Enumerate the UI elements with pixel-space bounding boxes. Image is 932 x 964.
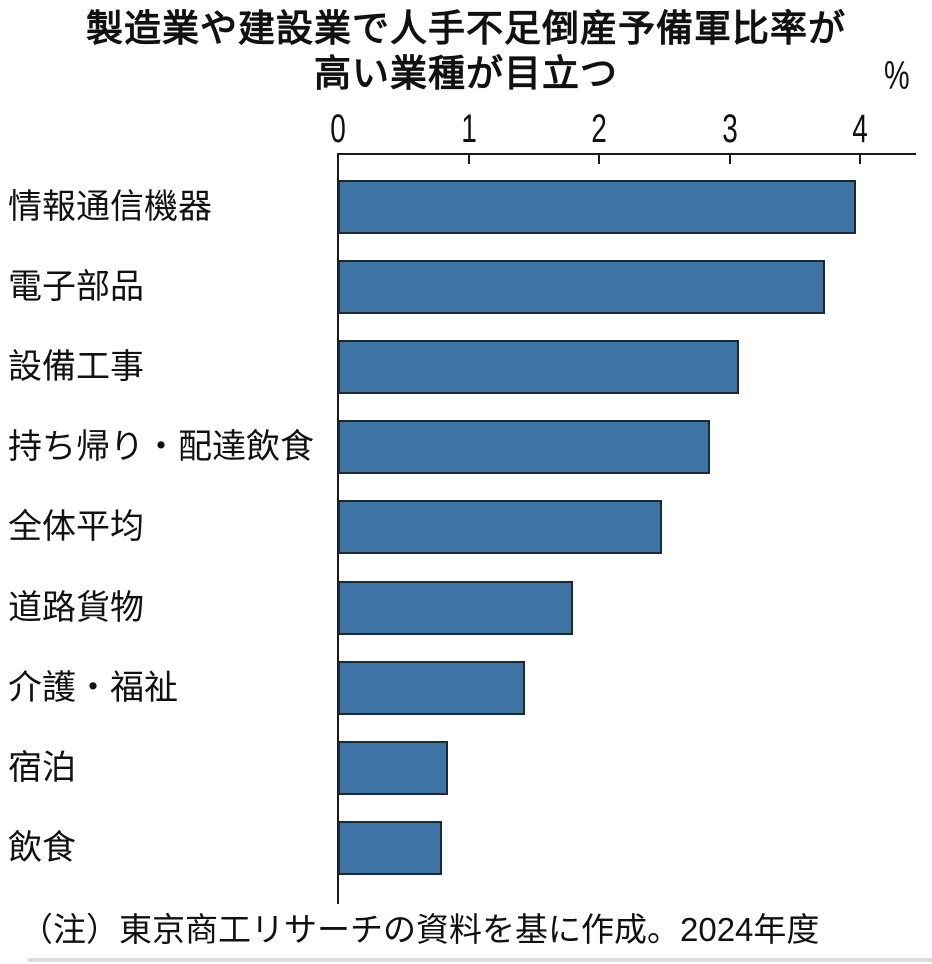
- bar: [338, 180, 857, 234]
- bar: [338, 260, 826, 315]
- x-tick-label: 4: [852, 107, 869, 151]
- bar: [338, 660, 525, 715]
- bar: [338, 340, 739, 395]
- x-tick-mark: [467, 155, 470, 164]
- chart-title-line2: 高い業種が目立つ: [314, 53, 618, 95]
- footnote: （注）東京商工リサーチの資料を基に作成。2024年度: [20, 911, 820, 948]
- category-label: 持ち帰り・配達飲食: [8, 428, 314, 467]
- bar: [338, 740, 448, 795]
- x-axis-line: [338, 153, 916, 155]
- x-tick-label: 3: [722, 107, 738, 151]
- x-tick-mark: [728, 155, 731, 164]
- x-tick-mark: [598, 155, 601, 164]
- category-label: 宿泊: [8, 748, 76, 787]
- x-tick-label: 2: [591, 107, 607, 151]
- bar: [338, 420, 711, 475]
- screenshot-bottom-edge: [28, 958, 932, 962]
- x-tick-label: 1: [460, 107, 477, 151]
- category-label: 情報通信機器: [8, 188, 212, 226]
- x-tick-mark: [859, 155, 862, 164]
- category-label: 道路貨物: [8, 588, 144, 627]
- bar: [338, 820, 443, 875]
- chart-title: 製造業や建設業で人手不足倒産予備軍比率が 高い業種が目立つ: [0, 6, 932, 96]
- bar: [338, 500, 662, 555]
- category-label: 全体平均: [8, 508, 144, 547]
- bar: [338, 580, 574, 635]
- axis-unit-label: %: [884, 54, 910, 98]
- category-label: 介護・福祉: [8, 668, 178, 707]
- category-label: 設備工事: [8, 348, 144, 387]
- chart-title-line1: 製造業や建設業で人手不足倒産予備軍比率が: [86, 8, 846, 49]
- category-label: 電子部品: [8, 268, 144, 307]
- x-tick-label: 0: [330, 107, 346, 151]
- category-label: 飲食: [8, 828, 76, 867]
